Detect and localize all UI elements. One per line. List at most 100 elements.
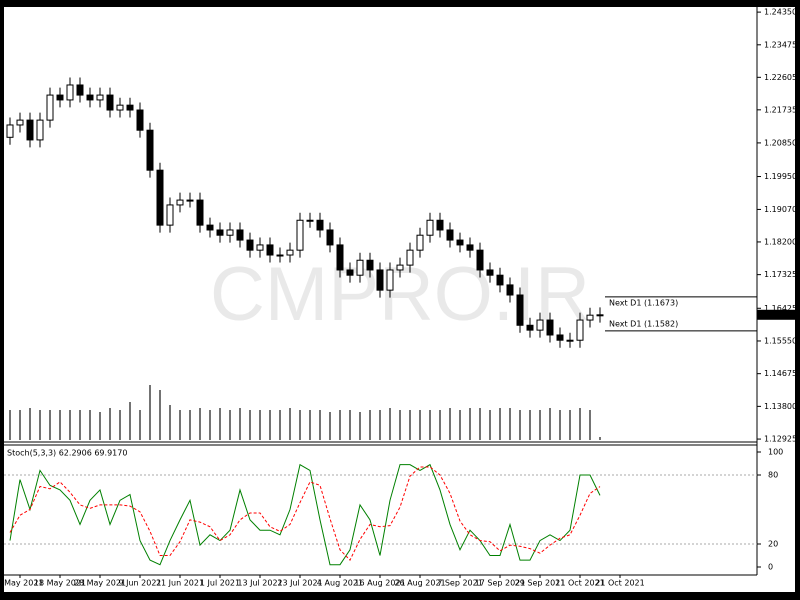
candle-body bbox=[66, 84, 74, 101]
candle-body bbox=[276, 254, 284, 257]
candle-body bbox=[6, 124, 14, 138]
candle-body bbox=[346, 269, 354, 276]
x-tick-label: 18 May 2021 bbox=[34, 579, 86, 588]
candle-body bbox=[26, 119, 34, 141]
candle-body bbox=[416, 234, 424, 251]
candle-body bbox=[426, 219, 434, 236]
candle-body bbox=[466, 244, 474, 251]
x-tick-label: 21 Oct 2021 bbox=[595, 579, 644, 588]
y-tick-label: 20 bbox=[768, 540, 778, 549]
y-tick-label: 1.19950 bbox=[764, 172, 797, 181]
x-tick-label: 16 Aug 2021 bbox=[354, 579, 405, 588]
candle-body bbox=[386, 269, 394, 291]
y-tick-label: 1.19070 bbox=[764, 205, 797, 214]
candle-body bbox=[476, 249, 484, 271]
annotation: Next D1 (1.1673) bbox=[609, 298, 678, 307]
candle-body bbox=[526, 324, 534, 331]
candle-body bbox=[376, 269, 384, 291]
candle-body bbox=[56, 94, 64, 101]
candle-body bbox=[146, 129, 154, 171]
x-tick-label: 23 Jul 2021 bbox=[277, 579, 322, 588]
y-tick-label: 1.16425 bbox=[764, 304, 797, 313]
candle-body bbox=[186, 199, 194, 202]
x-tick-label: 1 Jul 2021 bbox=[200, 579, 240, 588]
y-tick-label: 1.22605 bbox=[764, 73, 797, 82]
candle-body bbox=[446, 229, 454, 241]
candle-body bbox=[496, 274, 504, 286]
candle-body bbox=[486, 269, 494, 276]
y-tick-label: 1.20850 bbox=[764, 138, 797, 147]
candle-body bbox=[556, 334, 564, 341]
y-tick-label: 1.24350 bbox=[764, 8, 797, 17]
candle-body bbox=[106, 94, 114, 111]
candle-body bbox=[76, 84, 84, 96]
candle-body bbox=[306, 219, 314, 222]
x-tick-label: 17 Sep 2021 bbox=[475, 579, 526, 588]
candle-body bbox=[596, 314, 604, 317]
candle-body bbox=[576, 319, 584, 341]
x-tick-label: 4 Aug 2021 bbox=[317, 579, 363, 588]
candle-body bbox=[516, 294, 524, 326]
last-price-label: 1.16251 bbox=[760, 310, 793, 319]
candle-body bbox=[246, 239, 254, 251]
last-price-box bbox=[757, 309, 795, 320]
candle-body bbox=[226, 229, 234, 236]
candle-body bbox=[546, 319, 554, 336]
candle-body bbox=[586, 314, 594, 321]
candle-body bbox=[266, 244, 274, 256]
candle-body bbox=[176, 199, 184, 206]
candle-body bbox=[236, 229, 244, 241]
candle-body bbox=[326, 229, 334, 246]
candle-body bbox=[116, 104, 124, 111]
candle-body bbox=[136, 109, 144, 131]
y-tick-label: 1.17325 bbox=[764, 270, 797, 279]
y-tick-label: 100 bbox=[768, 448, 783, 457]
candle-body bbox=[216, 229, 224, 236]
x-tick-label: 28 May 2021 bbox=[74, 579, 126, 588]
candle-body bbox=[366, 259, 374, 271]
y-tick-label: 1.18200 bbox=[764, 237, 797, 246]
candle-body bbox=[356, 259, 364, 276]
y-tick-label: 1.21735 bbox=[764, 105, 797, 114]
y-tick-label: 80 bbox=[768, 471, 778, 480]
x-tick-label: 7 Sep 2021 bbox=[437, 579, 483, 588]
chart-background bbox=[4, 7, 795, 592]
y-tick-label: 1.13800 bbox=[764, 402, 797, 411]
candle-body bbox=[206, 224, 214, 231]
x-tick-label: 11 Oct 2021 bbox=[555, 579, 604, 588]
candle-body bbox=[316, 219, 324, 231]
candle-body bbox=[456, 239, 464, 246]
x-tick-label: 26 Aug 2021 bbox=[394, 579, 445, 588]
candle-body bbox=[16, 119, 24, 126]
stoch-line bbox=[9, 466, 601, 561]
candle-body bbox=[156, 169, 164, 226]
candle-body bbox=[36, 119, 44, 141]
indicator-title: Stoch(5,3,3) 62.2906 69.9170 bbox=[7, 449, 127, 458]
candle-body bbox=[96, 94, 104, 101]
y-tick-label: 0 bbox=[768, 563, 773, 572]
candle-body bbox=[506, 284, 514, 296]
y-tick-label: 1.12925 bbox=[764, 435, 797, 444]
candle-body bbox=[86, 94, 94, 101]
y-tick-label: 1.14675 bbox=[764, 369, 797, 378]
candle-body bbox=[46, 94, 54, 121]
x-tick-label: 13 Jul 2021 bbox=[237, 579, 282, 588]
candle-body bbox=[396, 264, 404, 271]
y-tick-label: 1.15550 bbox=[764, 336, 797, 345]
candle-body bbox=[126, 104, 134, 111]
candle-body bbox=[286, 249, 294, 256]
candle-body bbox=[256, 244, 264, 251]
candle-body bbox=[406, 249, 414, 266]
x-tick-label: 29 Sep 2021 bbox=[515, 579, 566, 588]
candle-body bbox=[296, 219, 304, 251]
candle-body bbox=[436, 219, 444, 231]
candle-body bbox=[196, 199, 204, 226]
candle-body bbox=[536, 319, 544, 331]
candle-body bbox=[566, 339, 574, 342]
x-tick-label: 21 Jun 2021 bbox=[156, 579, 204, 588]
annotation: Next D1 (1.1582) bbox=[609, 319, 678, 328]
candle-body bbox=[166, 204, 174, 226]
y-tick-label: 1.23475 bbox=[764, 40, 797, 49]
